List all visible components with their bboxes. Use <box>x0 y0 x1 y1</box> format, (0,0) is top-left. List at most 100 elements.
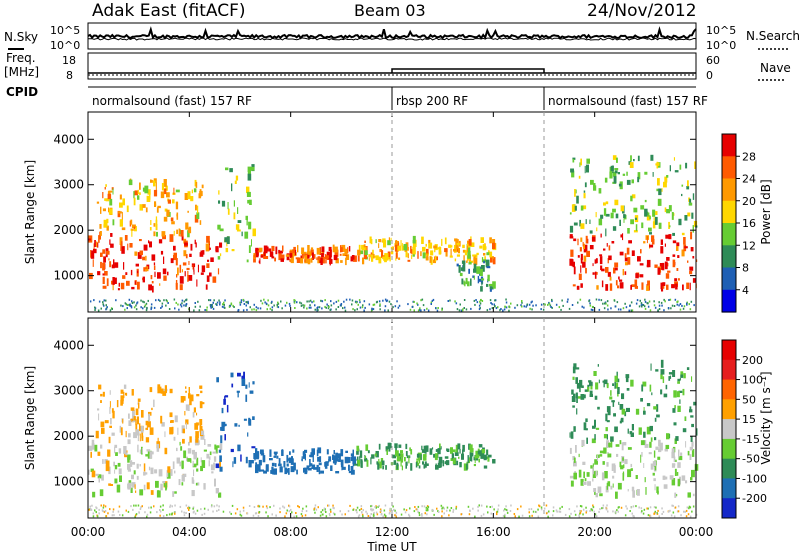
heatmap-cell <box>631 179 634 184</box>
heatmap-cell <box>432 259 436 264</box>
heatmap-cell <box>427 309 430 312</box>
heatmap-cell <box>389 507 391 510</box>
heatmap-cell <box>271 300 273 303</box>
heatmap-cell <box>616 509 618 512</box>
heatmap-cell <box>633 159 635 162</box>
power-colorbar-swatch <box>722 245 736 269</box>
heatmap-cell <box>394 443 398 449</box>
heatmap-cell <box>255 306 258 309</box>
heatmap-cell <box>101 509 104 512</box>
heatmap-cell <box>147 299 149 302</box>
heatmap-cell <box>175 301 177 304</box>
heatmap-cell <box>273 304 275 307</box>
heatmap-cell <box>584 389 588 392</box>
heatmap-cell <box>579 247 582 252</box>
heatmap-cell <box>411 305 414 308</box>
heatmap-cell <box>150 490 154 495</box>
heatmap-cell <box>688 197 690 202</box>
heatmap-cell <box>95 511 97 514</box>
heatmap-cell <box>189 253 192 257</box>
heatmap-cell <box>175 201 179 210</box>
heatmap-cell <box>593 371 597 376</box>
heatmap-cell <box>429 449 433 454</box>
heatmap-cell <box>384 253 389 261</box>
heatmap-cell <box>444 461 447 464</box>
heatmap-cell <box>647 507 649 510</box>
heatmap-cell <box>136 475 139 480</box>
heatmap-cell <box>113 514 115 517</box>
noise-right-label: N.Search <box>746 29 800 43</box>
heatmap-cell <box>466 245 468 253</box>
heatmap-cell <box>169 504 172 507</box>
heatmap-cell <box>622 233 624 241</box>
heatmap-cell <box>154 469 158 474</box>
heatmap-cell <box>292 249 295 254</box>
heatmap-cell <box>531 514 533 517</box>
heatmap-cell <box>224 306 226 309</box>
heatmap-cell <box>107 449 111 457</box>
heatmap-cell <box>592 272 595 275</box>
heatmap-cell <box>639 263 644 266</box>
heatmap-cell <box>459 448 461 454</box>
heatmap-cell <box>308 306 311 309</box>
heatmap-cell <box>576 395 578 403</box>
heatmap-cell <box>479 278 482 282</box>
heatmap-cell <box>131 389 134 396</box>
heatmap-cell <box>630 284 632 290</box>
heatmap-cell <box>420 309 422 312</box>
heatmap-cell <box>324 305 326 308</box>
heatmap-cell <box>400 453 404 458</box>
heatmap-cell <box>244 231 249 239</box>
heatmap-cell <box>377 463 380 470</box>
heatmap-cell <box>653 450 656 458</box>
heatmap-cell <box>306 300 308 303</box>
heatmap-cell <box>133 416 136 421</box>
heatmap-cell <box>185 404 190 411</box>
heatmap-cell <box>620 308 622 311</box>
heatmap-cell <box>595 212 597 218</box>
heatmap-cell <box>304 253 308 256</box>
heatmap-cell <box>303 306 305 309</box>
heatmap-cell <box>269 307 272 310</box>
heatmap-cell <box>630 468 633 471</box>
heatmap-cell <box>415 462 418 468</box>
heatmap-cell <box>656 486 659 493</box>
heatmap-cell <box>559 507 561 510</box>
heatmap-cell <box>607 510 609 513</box>
heatmap-cell <box>135 514 137 517</box>
heatmap-cell <box>293 515 295 518</box>
heatmap-cell <box>379 303 381 306</box>
heatmap-cell <box>400 450 403 454</box>
heatmap-cell <box>348 464 350 471</box>
heatmap-cell <box>599 508 601 511</box>
heatmap-cell <box>190 243 193 251</box>
heatmap-cell <box>219 455 222 462</box>
heatmap-cell <box>318 306 321 309</box>
heatmap-cell <box>150 303 153 306</box>
heatmap-cell <box>386 299 389 302</box>
heatmap-cell <box>612 171 617 177</box>
heatmap-cell <box>277 302 280 305</box>
heatmap-cell <box>221 305 224 308</box>
heatmap-cell <box>240 299 243 302</box>
heatmap-cell <box>195 242 197 248</box>
heatmap-cell <box>215 246 218 252</box>
heatmap-cell <box>425 445 429 452</box>
heatmap-cell <box>677 378 681 382</box>
heatmap-cell <box>192 460 194 467</box>
heatmap-cell <box>475 299 477 301</box>
heatmap-cell <box>324 464 328 469</box>
heatmap-cell <box>193 269 195 275</box>
heatmap-cell <box>592 425 596 429</box>
heatmap-cell <box>127 482 132 490</box>
heatmap-cell <box>670 514 673 517</box>
heatmap-cell <box>150 179 153 183</box>
heatmap-cell <box>489 308 491 311</box>
heatmap-cell <box>133 226 135 230</box>
heatmap-cell <box>684 215 688 221</box>
heatmap-cell <box>677 255 680 258</box>
heatmap-cell <box>175 280 178 287</box>
heatmap-cell <box>249 199 252 205</box>
heatmap-cell <box>583 255 587 262</box>
heatmap-cell <box>243 418 247 421</box>
